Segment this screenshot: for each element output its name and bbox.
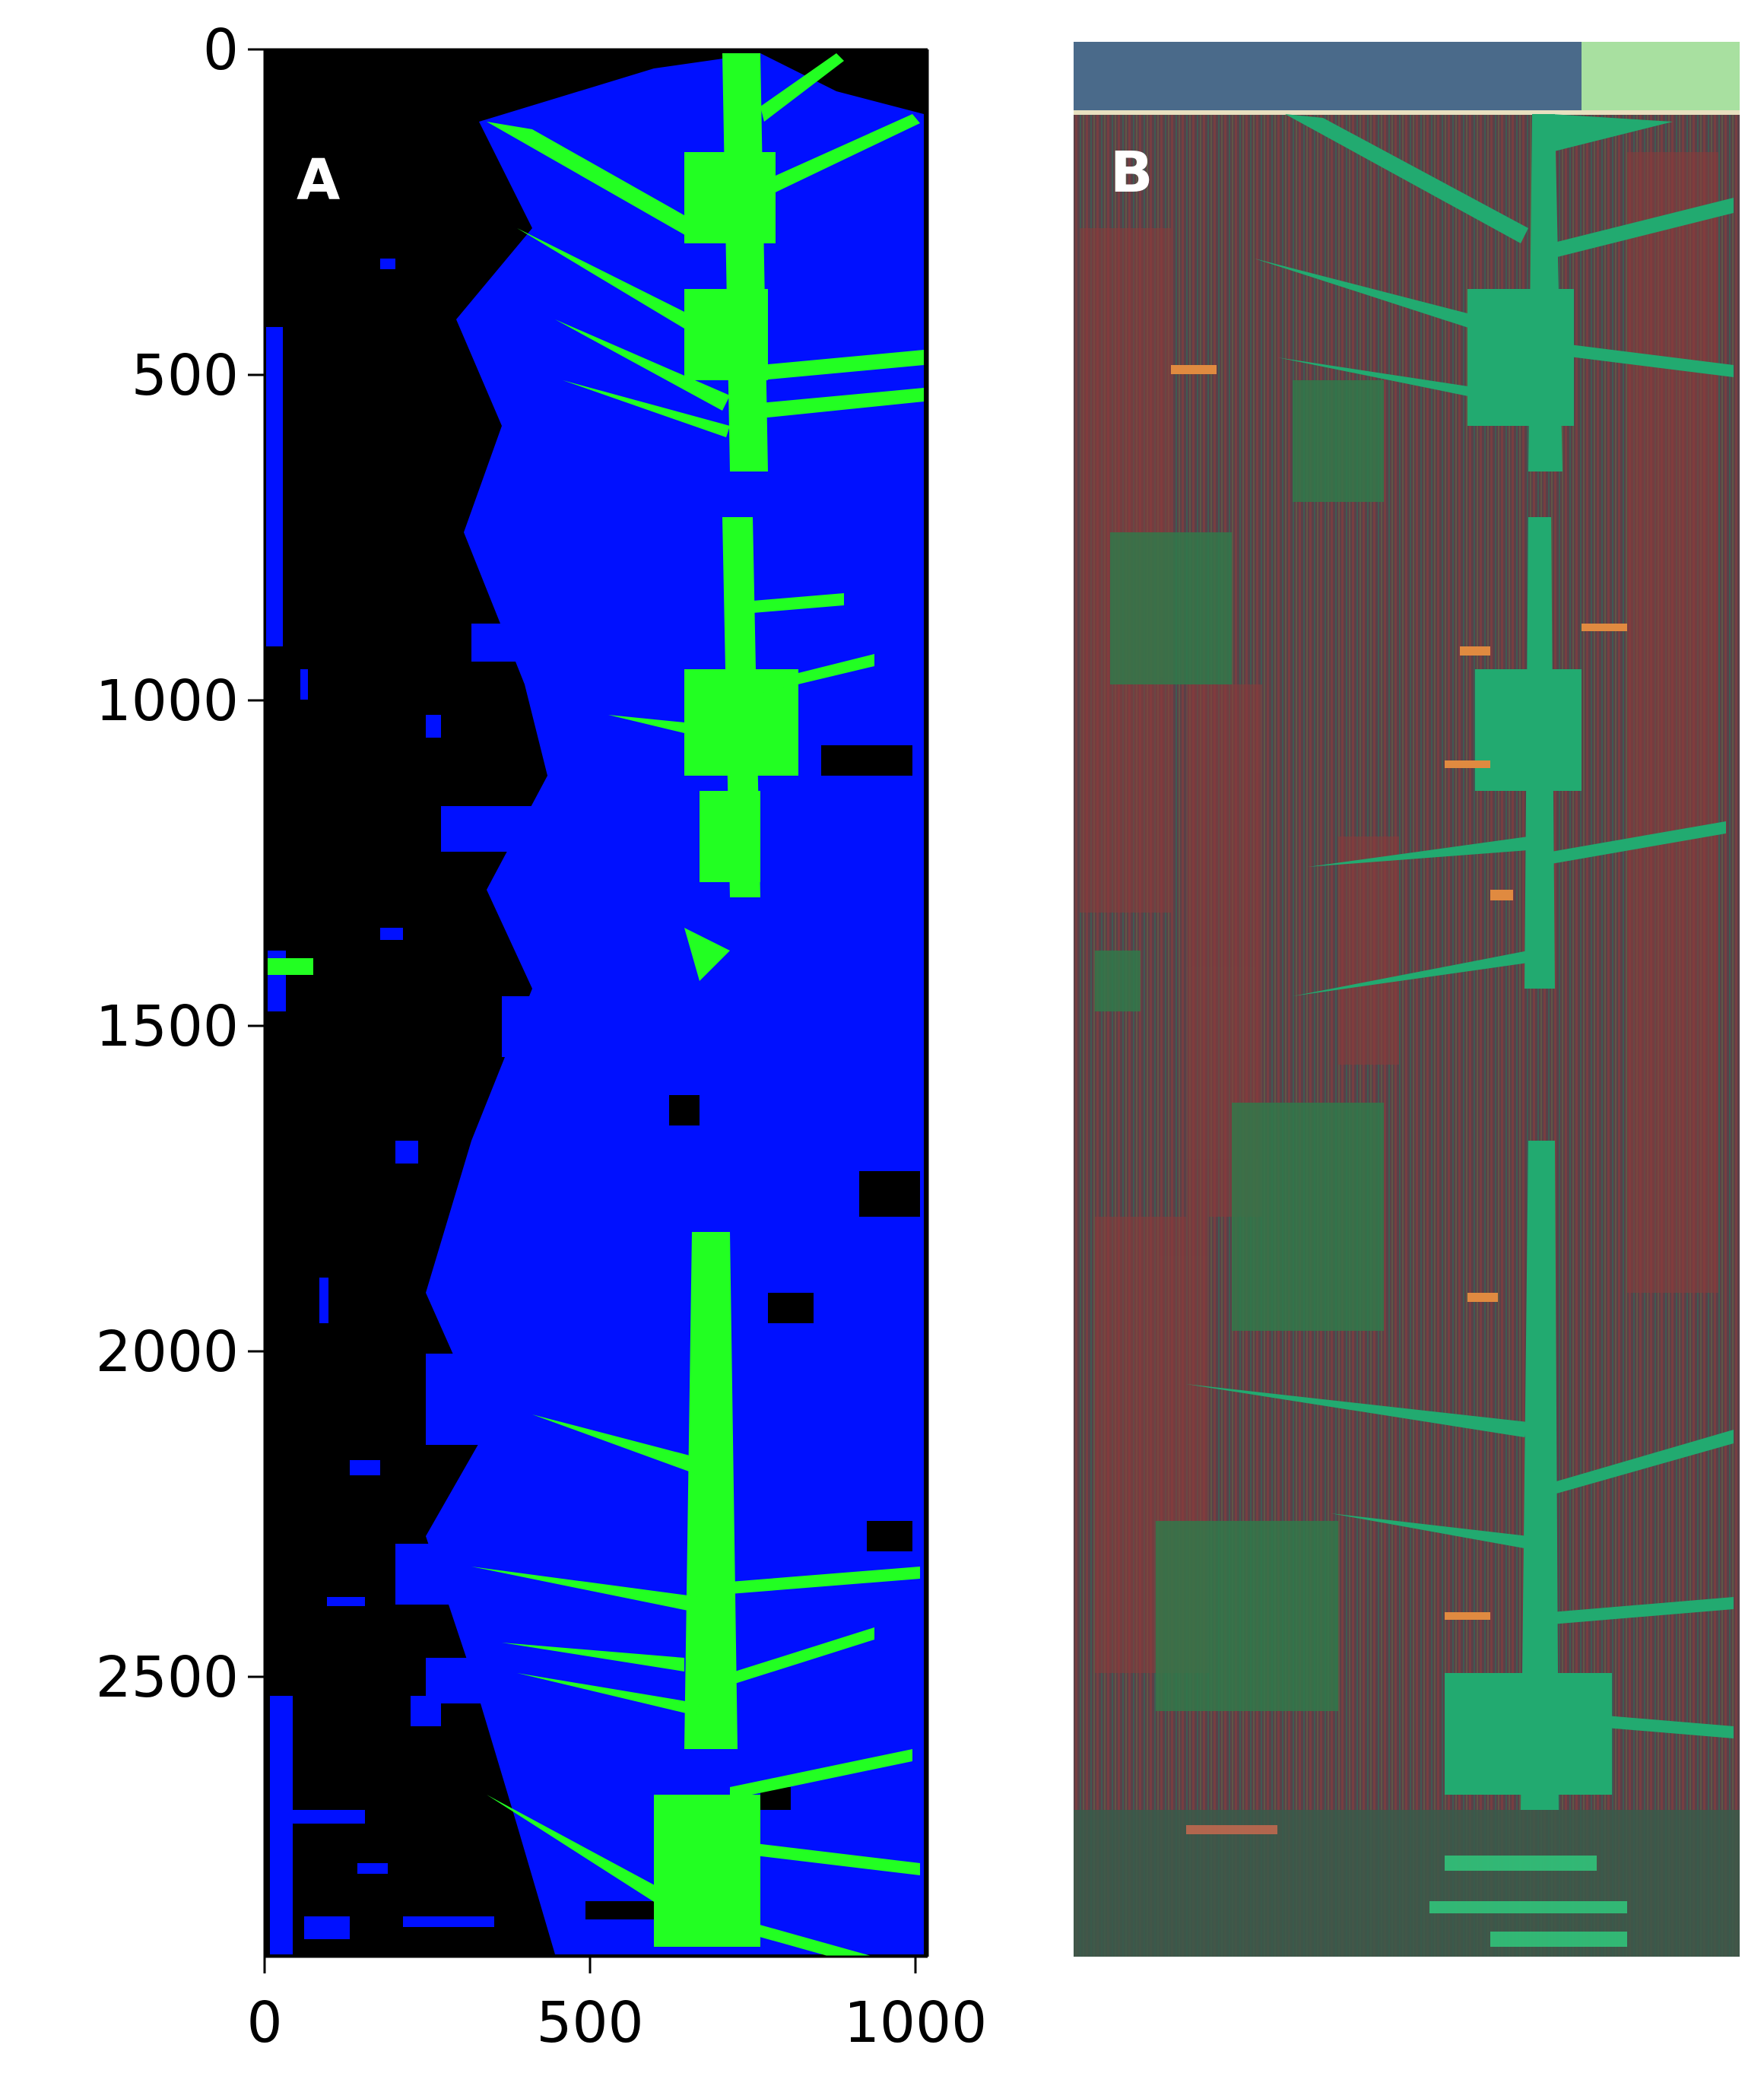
panel-a-green-plant (268, 53, 924, 1957)
x-tick-label: 0 (246, 1990, 282, 2056)
panel-a-axes (263, 48, 929, 1958)
panel-b: B (1074, 42, 1740, 1957)
panel-b-bottom-band (1074, 1810, 1740, 1957)
x-tick-label: 1000 (844, 1990, 987, 2056)
panel-b-crop-plants (1186, 114, 1734, 1810)
x-tick-label: 500 (536, 1990, 643, 2056)
y-tick-label: 1500 (96, 994, 239, 1059)
y-tick-label: 2000 (96, 1319, 239, 1385)
panel-a-blue-leaves (395, 487, 578, 1703)
panel-a-x-ticks: 0 500 1000 (246, 1957, 987, 2056)
panel-a-y-ticks: 0 500 1000 1500 2000 2500 (96, 17, 265, 1710)
y-tick-label: 500 (132, 343, 239, 408)
panel-a-gaps (585, 745, 920, 1919)
panel-b-letter: B (1110, 140, 1153, 205)
panel-b-dry-leaves (1171, 365, 1627, 1620)
y-tick-label: 2500 (96, 1645, 239, 1710)
panel-a: 0 500 1000 1500 2000 2500 0 500 1000 A (96, 17, 987, 2056)
y-tick-label: 0 (203, 17, 239, 83)
panel-a-blue-noise (266, 259, 494, 1954)
y-tick-label: 1000 (96, 668, 239, 734)
panel-b-weeds (1095, 380, 1384, 1711)
panel-a-letter: A (297, 148, 340, 213)
